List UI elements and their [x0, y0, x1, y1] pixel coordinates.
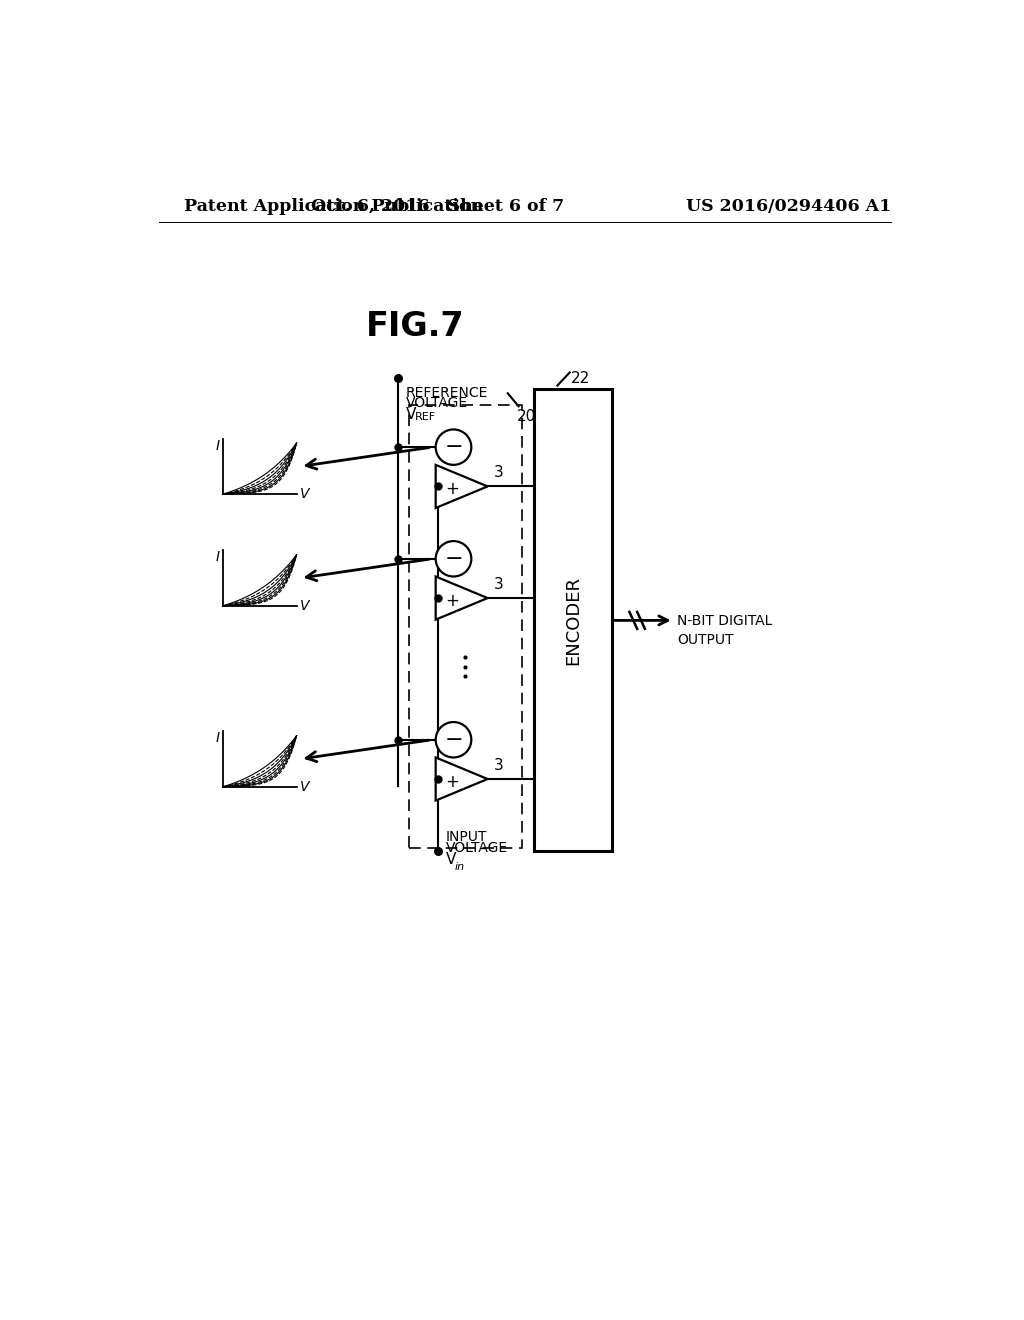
- Text: Oct. 6, 2016   Sheet 6 of 7: Oct. 6, 2016 Sheet 6 of 7: [311, 198, 564, 215]
- Polygon shape: [435, 577, 487, 619]
- Text: FIG.7: FIG.7: [366, 310, 464, 343]
- Text: REFERENCE: REFERENCE: [406, 385, 487, 400]
- Text: VOLTAGE: VOLTAGE: [406, 396, 468, 411]
- Text: −: −: [444, 437, 463, 457]
- Text: +: +: [445, 774, 459, 791]
- Text: V: V: [406, 407, 416, 422]
- Text: INPUT: INPUT: [445, 830, 487, 843]
- Text: in: in: [455, 862, 465, 873]
- Circle shape: [435, 722, 471, 758]
- Text: 20: 20: [517, 409, 537, 424]
- Text: −: −: [444, 730, 463, 750]
- Text: V: V: [300, 780, 309, 793]
- Bar: [535, 389, 611, 851]
- Circle shape: [435, 429, 471, 465]
- Text: I: I: [216, 731, 220, 746]
- Text: 3: 3: [494, 577, 504, 591]
- Text: 22: 22: [571, 371, 591, 385]
- Text: I: I: [216, 550, 220, 565]
- Text: V: V: [300, 599, 309, 612]
- Text: Patent Application Publication: Patent Application Publication: [183, 198, 483, 215]
- Text: −: −: [444, 549, 463, 569]
- Text: ENCODER: ENCODER: [564, 576, 582, 665]
- Text: V: V: [300, 487, 309, 502]
- Polygon shape: [435, 465, 487, 508]
- Bar: [409, 405, 521, 847]
- Text: REF: REF: [415, 412, 436, 421]
- Polygon shape: [435, 758, 487, 800]
- Circle shape: [435, 541, 471, 577]
- Text: N-BIT DIGITAL
OUTPUT: N-BIT DIGITAL OUTPUT: [678, 614, 773, 647]
- Text: 3: 3: [494, 465, 504, 480]
- Text: V: V: [445, 851, 456, 867]
- Text: I: I: [216, 438, 220, 453]
- Text: +: +: [445, 593, 459, 610]
- Text: US 2016/0294406 A1: US 2016/0294406 A1: [686, 198, 891, 215]
- Text: 3: 3: [494, 758, 504, 772]
- Text: +: +: [445, 480, 459, 499]
- Text: VOLTAGE: VOLTAGE: [445, 841, 508, 855]
